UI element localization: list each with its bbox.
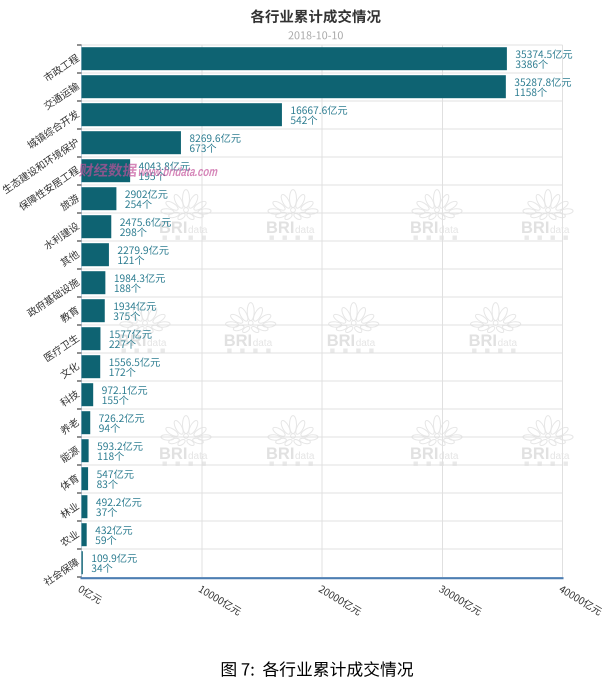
svg-text:BRI: BRI [521,219,549,237]
svg-text:data: data [498,338,518,349]
svg-text:data: data [439,225,459,236]
svg-text:data: data [147,338,167,349]
svg-text:data: data [550,451,570,462]
svg-text:data: data [295,225,315,236]
svg-text:data: data [550,225,570,236]
svg-text:BRI: BRI [224,332,252,350]
svg-text:BRI: BRI [266,219,294,237]
svg-text:data: data [188,451,208,462]
svg-text:data: data [253,338,273,349]
svg-text:data: data [439,451,459,462]
svg-text:BRI: BRI [410,445,438,463]
svg-text:BRI: BRI [159,445,187,463]
svg-text:data: data [356,338,376,349]
svg-text:BRI: BRI [266,445,294,463]
svg-text:BRI: BRI [159,219,187,237]
svg-text:BRI: BRI [521,445,549,463]
svg-text:BRI: BRI [469,332,497,350]
svg-text:BRI: BRI [410,219,438,237]
svg-text:www.bridata.com: www.bridata.com [138,166,219,180]
svg-text:BRI: BRI [327,332,355,350]
svg-text:data: data [295,451,315,462]
svg-text:data: data [188,225,208,236]
